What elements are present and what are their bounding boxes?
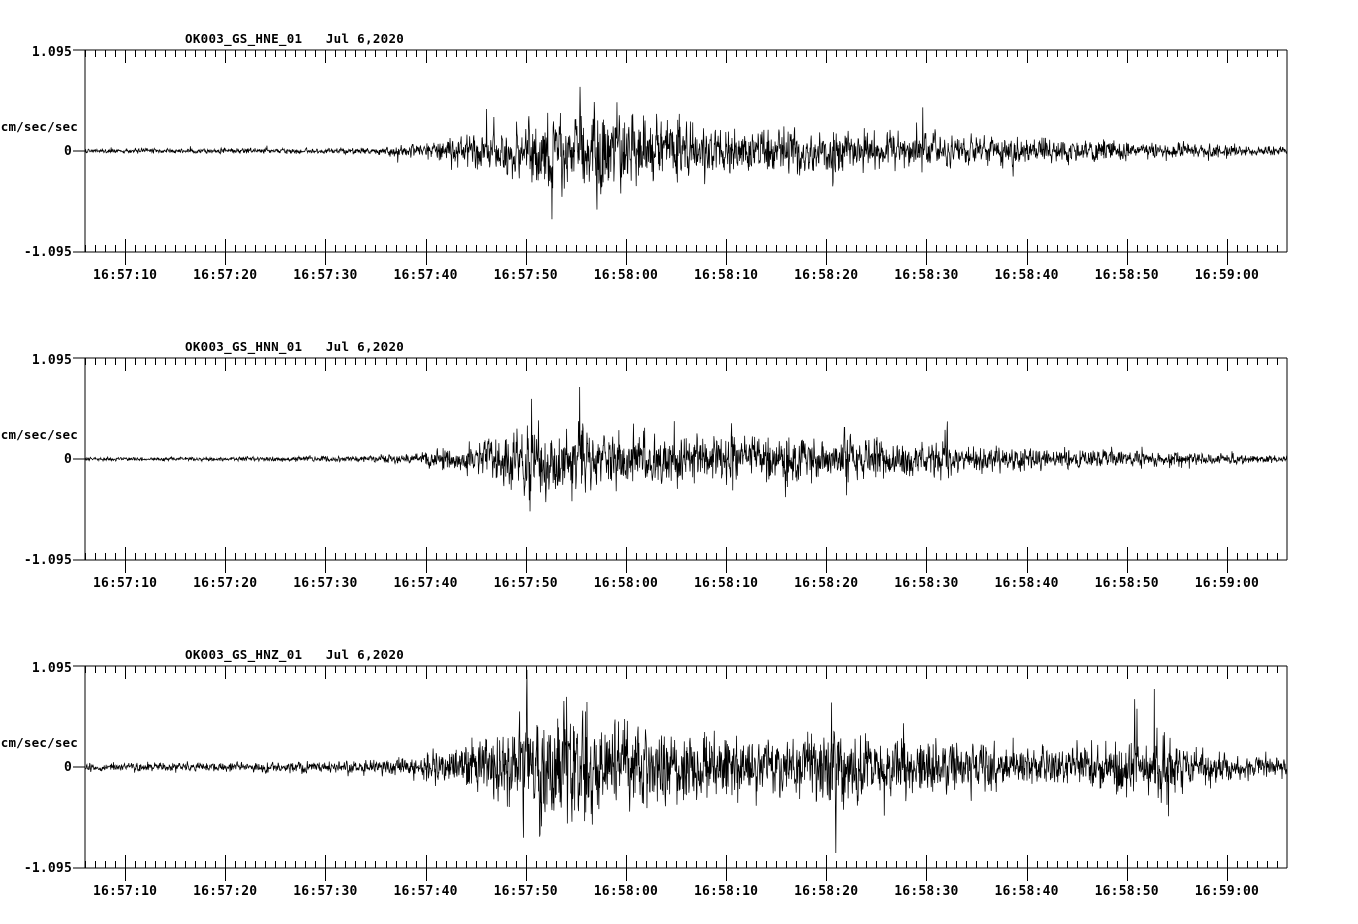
x-axis-tick-label: 16:58:10: [693, 576, 759, 591]
x-axis-tick-label: 16:58:10: [693, 884, 759, 899]
x-axis-tick-label: 16:57:20: [193, 576, 258, 591]
x-axis-tick-label: 16:57:40: [393, 268, 458, 283]
x-axis-tick-label: 16:59:00: [1194, 268, 1259, 283]
y-axis-max-label: 1.095: [31, 661, 72, 676]
x-axis-tick-label: 16:58:40: [994, 884, 1059, 899]
x-axis-tick-label: 16:57:10: [92, 576, 158, 591]
waveform-plot: [73, 357, 1288, 573]
y-axis-unit-label: cm/sec/sec: [0, 427, 78, 442]
x-axis-tick-label: 16:57:10: [92, 884, 158, 899]
x-axis-tick-label: 16:57:50: [493, 576, 558, 591]
y-axis-zero-label: 0: [63, 760, 72, 775]
x-axis-tick-label: 16:58:30: [894, 268, 959, 283]
x-axis-tick-label: 16:57:30: [293, 268, 358, 283]
x-axis-tick-label: 16:57:30: [293, 576, 358, 591]
x-axis-tick-label: 16:57:10: [92, 268, 158, 283]
x-axis-tick-label: 16:58:20: [794, 576, 859, 591]
x-axis-tick-label: 16:57:20: [193, 268, 258, 283]
x-axis-tick-label: 16:58:30: [894, 884, 959, 899]
x-axis-tick-label: 16:58:00: [593, 576, 658, 591]
x-axis-tick-label: 16:57:40: [393, 884, 458, 899]
seismogram-panel-hnz: OK003_GS_HNZ_01 Jul 6,2020 1.095 cm/sec/…: [0, 616, 1358, 924]
x-axis-tick-label: 16:58:50: [1094, 268, 1159, 283]
x-axis-tick-label: 16:58:50: [1094, 576, 1159, 591]
panel-title: OK003_GS_HNN_01 Jul 6,2020: [185, 339, 405, 354]
y-axis-min-label: -1.095: [23, 245, 72, 260]
y-axis-max-label: 1.095: [31, 45, 72, 60]
waveform-plot: [73, 49, 1288, 265]
x-axis-tick-label: 16:57:40: [393, 576, 458, 591]
y-axis-zero-label: 0: [63, 452, 72, 467]
x-axis-tick-label: 16:57:50: [493, 884, 558, 899]
x-axis-tick-label: 16:58:40: [994, 576, 1059, 591]
y-axis-zero-label: 0: [63, 144, 72, 159]
x-axis-tick-label: 16:58:40: [994, 268, 1059, 283]
x-axis-tick-label: 16:58:50: [1094, 884, 1159, 899]
x-axis-tick-label: 16:58:20: [794, 268, 859, 283]
x-axis-tick-label: 16:59:00: [1194, 576, 1259, 591]
seismogram-panel-hnn: OK003_GS_HNN_01 Jul 6,2020 1.095 cm/sec/…: [0, 308, 1358, 618]
waveform-plot: [73, 665, 1288, 881]
x-axis-tick-label: 16:58:30: [894, 576, 959, 591]
panel-title: OK003_GS_HNZ_01 Jul 6,2020: [185, 647, 405, 662]
y-axis-unit-label: cm/sec/sec: [0, 119, 78, 134]
y-axis-min-label: -1.095: [23, 861, 72, 876]
x-axis-tick-label: 16:59:00: [1194, 884, 1259, 899]
x-axis-tick-label: 16:57:30: [293, 884, 358, 899]
x-axis-tick-label: 16:57:50: [493, 268, 558, 283]
panel-title: OK003_GS_HNE_01 Jul 6,2020: [185, 31, 405, 46]
x-axis-tick-label: 16:58:20: [794, 884, 859, 899]
y-axis-min-label: -1.095: [23, 553, 72, 568]
y-axis-max-label: 1.095: [31, 353, 72, 368]
x-axis-tick-label: 16:57:20: [193, 884, 258, 899]
x-axis-tick-label: 16:58:00: [593, 884, 658, 899]
seismogram-panel-hne: OK003_GS_HNE_01 Jul 6,2020 1.095 cm/sec/…: [0, 0, 1358, 310]
y-axis-unit-label: cm/sec/sec: [0, 735, 78, 750]
x-axis-tick-label: 16:58:00: [593, 268, 658, 283]
x-axis-tick-label: 16:58:10: [693, 268, 759, 283]
